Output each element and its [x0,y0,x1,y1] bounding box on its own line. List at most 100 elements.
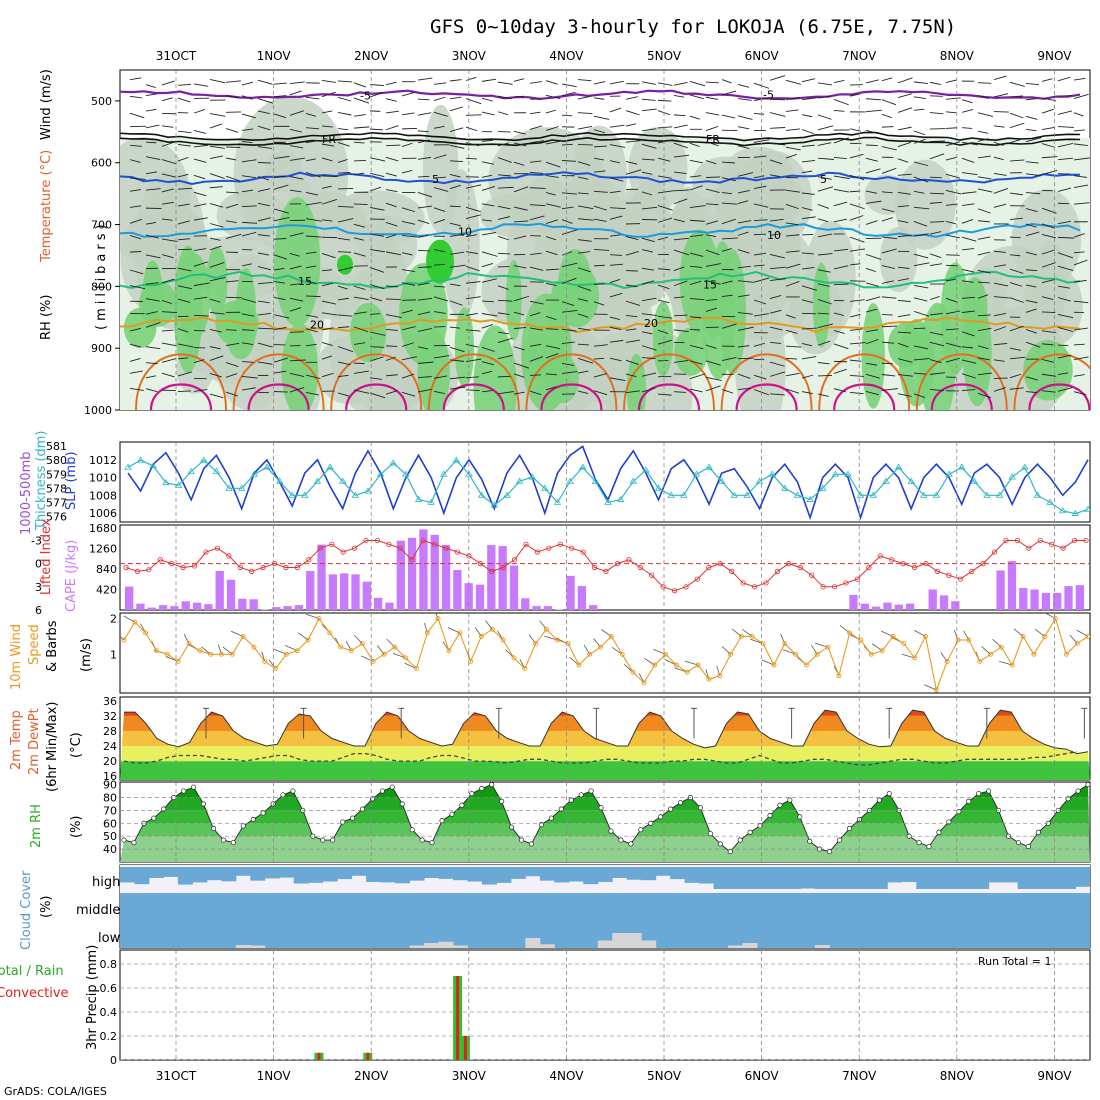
slp-label: SLP (mb) [64,451,79,510]
cape-bar [543,606,553,610]
cloud-high-label: high [92,875,120,890]
precip-tick-label: 0.6 [100,982,118,995]
rh2m-marker [1015,840,1021,846]
wind-barb [961,359,977,364]
wind-barb [193,296,208,300]
wind10-marker [273,666,279,672]
wind-barb [769,309,782,314]
wind10-marker [208,651,214,657]
wind-barb [417,205,433,209]
wind-barb [897,299,911,302]
wind-barb [417,98,430,101]
wind-barb [881,325,898,328]
lifted-index-marker [1049,541,1055,547]
wind-barb [833,137,849,144]
wind-barb [865,362,878,366]
wind-barb [481,78,497,82]
thickness-marker [945,470,953,477]
wind-barb [481,174,493,178]
wind-barb [1041,126,1056,130]
wind10-marker [858,637,863,643]
rh2m-marker [489,782,495,788]
wind-barb [721,202,738,205]
wind-barb [401,391,416,397]
cloud-high-bar [945,867,961,889]
thickness-marker [755,477,764,484]
wind-barb [993,342,1008,346]
wind-barb [481,203,495,207]
wind-barb [273,82,287,85]
wind-barb [913,285,929,289]
wind-barb [977,281,990,284]
rh2m-marker [966,798,972,804]
wind-barb [273,267,285,271]
isotherm-label: -5 [763,88,774,101]
wind-barb [353,285,366,291]
thickness-marker [907,477,915,484]
wind-barb [417,175,430,178]
wind-barb [625,339,641,343]
wind-barb [593,249,610,251]
wind-barb [817,299,832,305]
wind-barb [305,343,317,347]
wind-barb [897,205,910,208]
wind-barb [497,216,511,220]
thickness-marker [515,477,524,484]
cloud-low-bar [438,941,454,948]
lifted-index-marker [866,564,872,571]
thickness-marker [819,484,827,491]
lifted-index-marker [1026,545,1032,551]
wind-barb [801,391,813,395]
wind-barb [881,374,896,377]
cape-bar [871,606,881,610]
wind-barb [977,112,994,117]
wind-barb [353,172,365,176]
wind-barb [1057,327,1074,332]
rh2m-marker [320,837,326,843]
wind-barb [993,111,1009,113]
wind-barb [625,270,638,272]
wind-barb [305,235,322,238]
wind-barb [449,346,465,353]
wind-barb [705,249,720,256]
wind-barb [961,236,977,242]
precip-conv-bar [366,1052,370,1060]
wind-barb [1073,356,1089,361]
cloud-high-bar [510,867,526,879]
thickness-marker [793,491,802,498]
wind-barb [865,157,878,162]
wind-barb [193,191,207,197]
wind-barb [737,345,750,348]
wind-barb [1073,279,1087,283]
wind-barb [721,248,732,252]
wind10-marker [825,644,831,650]
wind-barb [417,297,433,301]
wind10-marker [652,662,658,668]
wind-barb [497,81,513,85]
wind-barb [577,313,589,318]
wind-barb [481,161,494,165]
rh2m-marker [290,788,296,794]
thickness-marker [440,470,448,477]
wind-barb [321,300,337,305]
cape-bar [532,606,541,610]
thickness-marker [124,463,132,470]
wind-barb [449,79,462,82]
rh-shade-green [473,325,517,410]
cloud-high-bar [858,867,874,889]
wind-barb [1057,76,1071,82]
wind-barb [753,203,769,208]
wind10-tick-label: 1 [110,648,117,661]
wind-barb [1073,374,1085,377]
wind10-marker [598,644,604,650]
precip-units-label: 3hr Precip (mm) [85,945,100,1050]
wind-barb [641,280,655,285]
wind-barb [241,221,258,224]
wind-barb [977,155,991,159]
wind-barb [321,219,333,222]
cloud-low-bar [612,933,628,948]
wind-barb [305,295,321,298]
wind-barb [289,176,304,180]
wind-barb [865,109,882,113]
wind-barb [305,314,319,318]
